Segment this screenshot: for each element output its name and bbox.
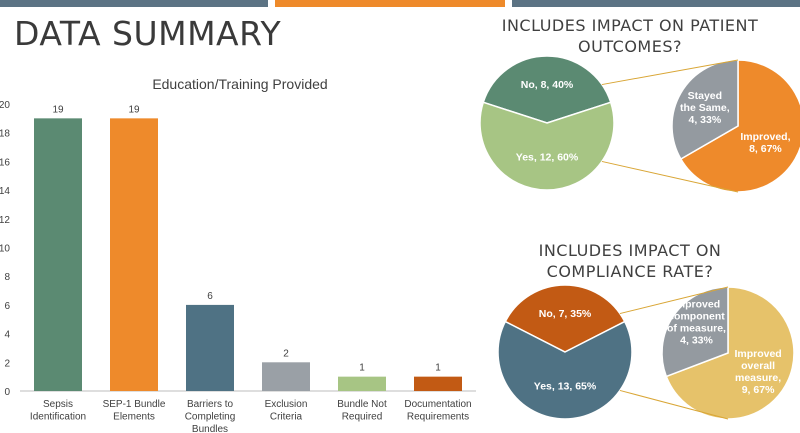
breakdown-slice-minor-label: 4, 33% [680,334,713,346]
connector-line [601,59,739,86]
breakdown-slice-minor-label: component [668,310,725,322]
patient-outcomes-title-line-1: INCLUDES IMPACT ON PATIENT [501,16,759,35]
x-tick-label: Documentation [404,399,471,410]
x-tick-label: Criteria [270,412,303,423]
breakdown-slice-minor-label: the Same, [680,102,730,114]
pie-slice-yes [497,320,633,420]
compliance-rate-title: INCLUDES IMPACT ON COMPLIANCE RATE? [495,240,765,282]
y-tick-label: 14 [0,186,10,197]
y-tick-label: 10 [0,244,10,255]
top-bar-gray [0,0,268,7]
bar-value-label: 1 [359,363,365,374]
patient-outcomes-title-line-2: OUTCOMES? [578,37,682,56]
x-tick-label: Bundle Not [337,399,387,410]
top-bar-orange [275,0,505,7]
breakdown-slice-major [665,286,795,420]
pie-slice-yes-label: Yes, 12, 60% [516,152,579,164]
x-tick-label: Barriers to [187,399,234,410]
x-tick-label: Required [342,412,383,423]
y-tick-label: 20 [0,100,10,111]
bar-value-label: 1 [435,363,441,374]
breakdown-slice-major-label: Improved, [740,131,790,143]
y-tick-label: 0 [4,387,10,398]
bar [414,376,462,391]
x-tick-label: Identification [30,412,86,423]
connector-line [601,160,739,193]
y-tick-label: 2 [4,358,10,369]
breakdown-slice-minor-label: Stayed [688,90,722,102]
pie-of-pie-charts: No, 8, 40% Yes, 12, 60% Improved,8, 67% Sta… [480,55,800,420]
connector-line [619,389,729,420]
pie-slice-no [504,284,626,353]
breakdown-slice-minor-label: Improved [673,298,720,310]
y-tick-label: 16 [0,157,10,168]
breakdown-slice-minor-label: of measure, [667,322,726,334]
x-tick-label: SEP-1 Bundle [103,399,166,410]
breakdown-slice-major [679,59,800,193]
breakdown-slice-major-label: 9, 67% [742,384,775,396]
bar [262,362,310,391]
x-tick-label: Elements [113,412,155,423]
bar-value-label: 2 [283,348,289,359]
education-training-bar-chart: Education/Training Provided 024681012141… [0,76,476,433]
pie-slice-no [482,55,612,124]
compliance-rate-title-line-1: INCLUDES IMPACT ON [538,241,722,260]
y-tick-label: 12 [0,215,10,226]
x-tick-label: Bundles [192,424,228,433]
bar-value-label: 19 [128,104,140,115]
bar-chart-title: Education/Training Provided [152,76,327,92]
bar [34,118,82,391]
breakdown-slice-major-label: 8, 67% [749,143,782,155]
bar [186,304,234,391]
bar [110,118,158,391]
x-tick-label: Completing [185,412,236,423]
page-title: DATA SUMMARY [14,14,282,53]
pie-slice-yes [480,101,615,191]
breakdown-slice-minor-label: 4, 33% [688,114,721,126]
compliance-rate-title-line-2: COMPLIANCE RATE? [546,262,714,281]
connector-line [619,286,729,315]
top-bar-slate [512,0,800,7]
pie-slice-no-label: No, 7, 35% [539,308,592,320]
pie-slice-no-label: No, 8, 40% [521,79,574,91]
y-tick-label: 18 [0,129,10,140]
x-tick-label: Requirements [407,412,469,423]
pie-slice-yes-label: Yes, 13, 65% [534,381,597,393]
y-tick-label: 4 [4,330,10,341]
breakdown-slice-major-label: measure, [735,372,781,384]
x-tick-label: Exclusion [265,399,308,410]
y-tick-label: 6 [4,301,10,312]
patient-outcomes-title: INCLUDES IMPACT ON PATIENT OUTCOMES? [480,15,780,57]
bar-value-label: 19 [52,104,64,115]
bar-value-label: 6 [207,291,213,302]
x-tick-label: Sepsis [43,399,73,410]
breakdown-slice-minor [661,286,729,378]
bar [338,376,386,391]
breakdown-slice-minor [671,59,739,161]
y-tick-label: 8 [4,272,10,283]
breakdown-slice-major-label: Improved [734,348,781,360]
breakdown-slice-major-label: overall [741,360,775,372]
